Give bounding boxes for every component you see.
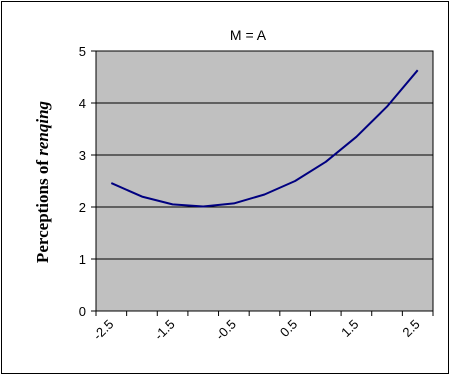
x-tick-label: 0.5 (277, 317, 300, 340)
y-axis-label: Perceptions of renqing (33, 100, 52, 263)
y-tick-label: 0 (79, 304, 86, 319)
y-axis-label-italic: renqing (33, 100, 52, 155)
chart-title: M = A (230, 27, 267, 43)
x-tick-label: 1.5 (338, 317, 361, 340)
x-tick-label: 2.5 (399, 317, 422, 340)
x-tick-label: -1.5 (151, 317, 177, 343)
y-axis-ticks: 0 1 2 3 4 5 (79, 44, 96, 319)
gridlines (96, 102, 433, 260)
y-axis-label-text: Perceptions of (33, 160, 52, 263)
y-tick-label: 2 (79, 200, 86, 215)
series-line (110, 69, 419, 208)
y-tick-label: 5 (79, 44, 86, 59)
x-axis-ticks: -2.5 -1.5 -0.5 0.5 1.5 2.5 (90, 311, 434, 343)
y-tick-label: 1 (79, 252, 86, 267)
plot-area (95, 50, 434, 312)
y-tick-label: 3 (79, 148, 86, 163)
x-tick-label: -2.5 (90, 317, 116, 343)
x-tick-label: -0.5 (213, 317, 239, 343)
y-tick-label: 4 (79, 96, 86, 111)
series-layer (110, 69, 419, 208)
